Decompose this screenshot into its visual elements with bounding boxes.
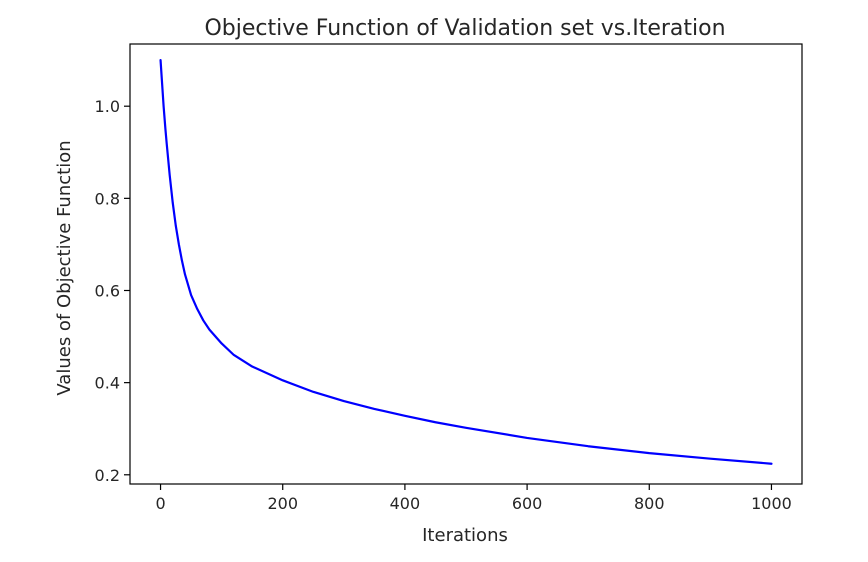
y-tick-label: 0.8 [95,189,120,208]
x-tick-label: 400 [390,494,421,513]
x-tick-label: 0 [155,494,165,513]
y-axis-label: Values of Objective Function [54,140,75,395]
x-tick-label: 1000 [751,494,792,513]
chart-title: Objective Function of Validation set vs.… [204,16,725,41]
x-axis-label: Iterations [422,525,508,546]
x-tick-label: 600 [512,494,543,513]
y-tick-label: 0.4 [95,374,120,393]
y-tick-label: 0.2 [95,466,120,485]
y-tick-label: 0.6 [95,281,120,300]
y-tick-label: 1.0 [95,97,120,116]
plot-frame [129,43,803,485]
x-tick-label: 200 [267,494,298,513]
x-tick-label: 800 [634,494,665,513]
series-line-0 [159,59,773,465]
plot-area: 0 200 400 600 800 1000 0.2 0.4 0.6 0.8 1.0 [95,43,803,513]
